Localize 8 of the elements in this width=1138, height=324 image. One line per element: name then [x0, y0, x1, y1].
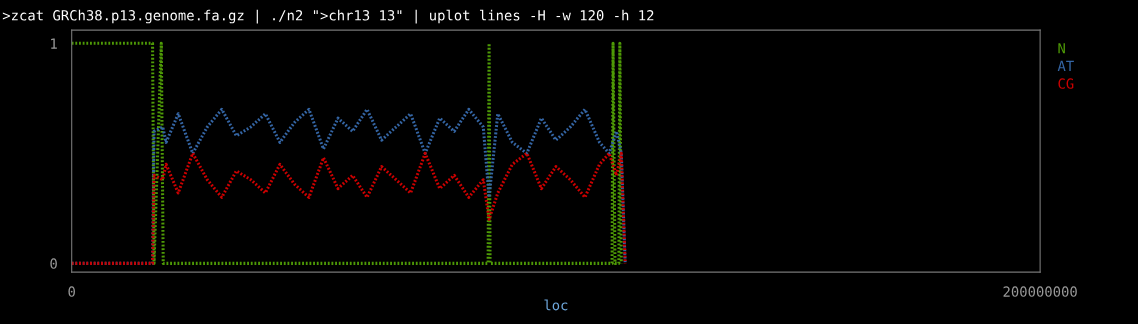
- line-series: [71, 151, 627, 265]
- text: CG: [1058, 78, 1074, 89]
- text: N: [1058, 43, 1065, 54]
- y-tick-label: 1: [51, 38, 57, 49]
- text: AT: [1057, 60, 1074, 71]
- chart-title: >zcat GRCh38.p13.genome.fa.gz | ./n2 ">chr13 13" | uplot lines -H -w 120 -h 12: [2, 9, 654, 24]
- x-tick-label: 200000000: [1003, 286, 1077, 297]
- x-axis-title: loc: [544, 299, 568, 311]
